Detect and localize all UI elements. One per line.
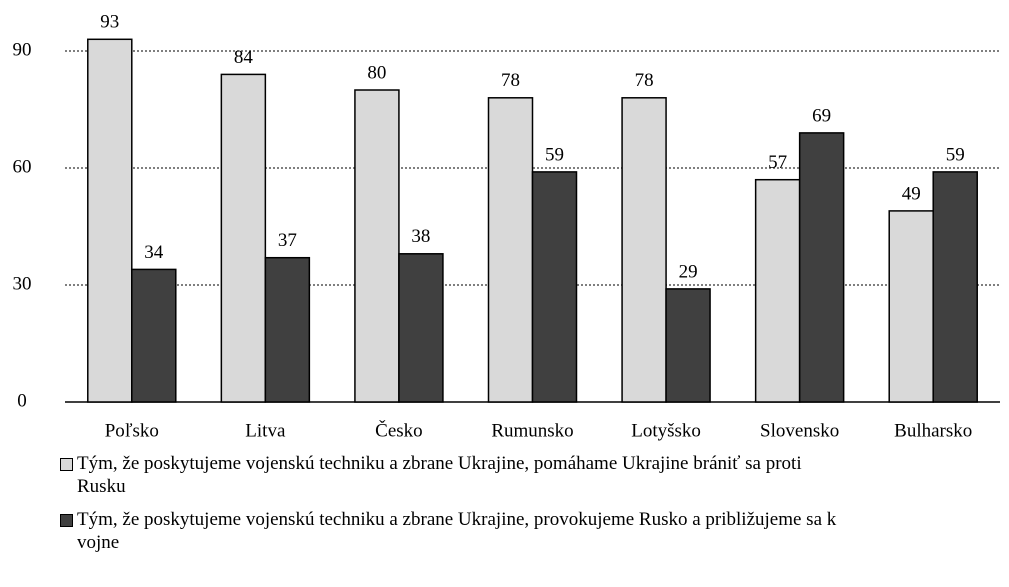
y-tick-label: 60 (13, 156, 32, 177)
x-tick-label: Česko (375, 419, 423, 441)
bar (932, 171, 978, 403)
x-tick-label: Bulharsko (894, 420, 972, 441)
data-label: 38 (411, 226, 430, 247)
bar (665, 288, 711, 403)
legend-label: Tým, že poskytujeme vojenskú techniku a … (77, 453, 802, 497)
data-label: 78 (501, 70, 520, 91)
data-label: 59 (545, 144, 564, 165)
bar (354, 89, 400, 403)
x-tick-label: Slovensko (760, 420, 839, 441)
x-tick-label: Poľsko (105, 420, 159, 441)
bar (398, 253, 444, 403)
bar (621, 97, 667, 403)
data-label: 57 (768, 152, 787, 173)
bar (888, 210, 934, 403)
data-label: 69 (812, 105, 831, 126)
bar (131, 268, 177, 403)
bar (264, 256, 311, 403)
y-tick-label: 0 (17, 390, 27, 411)
bar (87, 38, 133, 403)
data-label: 80 (367, 62, 386, 83)
data-label: 93 (100, 12, 119, 33)
y-tick-label: 30 (13, 273, 32, 294)
legend: Tým, že poskytujeme vojenskú techniku a … (60, 452, 990, 564)
bar (487, 97, 534, 403)
x-tick-label: Lotyšsko (631, 420, 701, 441)
data-label: 49 (902, 183, 921, 204)
data-label: 84 (234, 47, 254, 68)
data-label: 34 (144, 242, 164, 263)
bar (531, 171, 578, 403)
bar (754, 178, 801, 403)
data-label: 37 (278, 230, 297, 251)
data-label: 59 (946, 144, 965, 165)
x-tick-label: Litva (245, 420, 286, 441)
chart: 0 30 60 90 Poľsko 93 34 Litva 84 37 Česko 80 38 Rumun… (13, 12, 1000, 441)
data-label: 29 (679, 261, 698, 282)
legend-item: Tým, že poskytujeme vojenskú techniku a … (60, 452, 990, 498)
data-label: 78 (635, 70, 654, 91)
bar (798, 132, 845, 403)
legend-item: Tým, že poskytujeme vojenskú techniku a … (60, 508, 990, 554)
y-tick-label: 90 (13, 39, 32, 60)
x-tick-label: Rumunsko (491, 420, 573, 441)
bar (220, 73, 267, 403)
legend-swatch (60, 458, 73, 471)
legend-label: Tým, že poskytujeme vojenskú techniku a … (77, 509, 837, 553)
legend-swatch (60, 514, 73, 527)
